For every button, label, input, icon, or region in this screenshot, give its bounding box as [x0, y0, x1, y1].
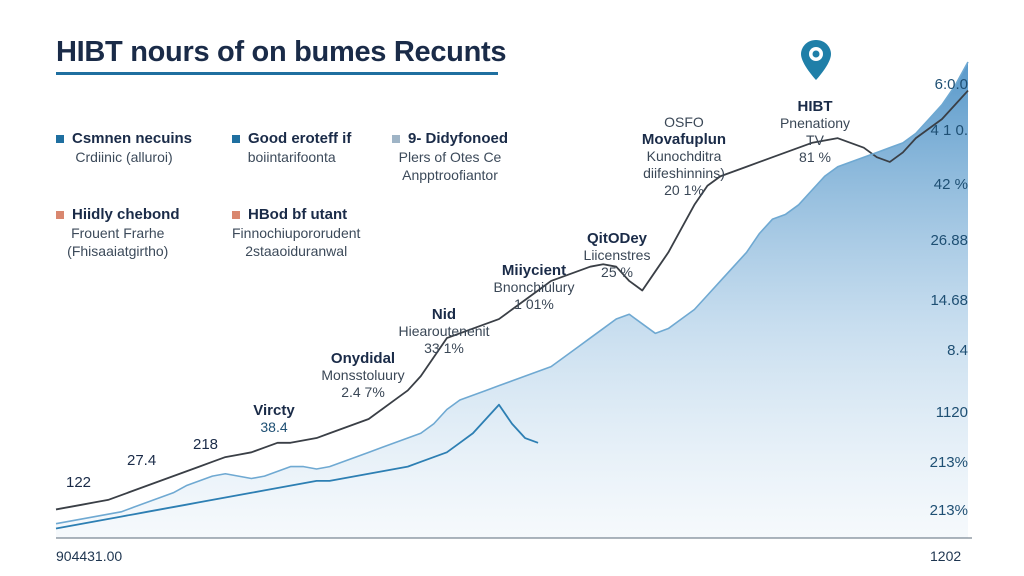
annotation-value: 2.4 7%	[341, 384, 385, 400]
annotation: Nid Hiearoutenenit 33 1%	[386, 306, 502, 357]
annotation-title: Vircty	[253, 402, 295, 419]
annotation-value: 1 01%	[514, 296, 554, 312]
annotation: QitODey Liicenstres 25 %	[572, 230, 662, 281]
legend-sub: Frouent Frarhe	[71, 225, 165, 241]
y-tick-label: 4 1 0.	[930, 122, 968, 139]
chart-title: HIBT nours of on bumes Recunts	[56, 36, 507, 68]
annotation-sub: Monsstoluury	[321, 367, 405, 383]
legend-entry-4: Hiidly chebond Frouent Frarhe (Fhisaaiat…	[56, 206, 180, 260]
annotation-title: Movafuplun	[641, 131, 727, 148]
annotation-title: Nid	[431, 306, 457, 323]
legend-swatch	[232, 211, 240, 219]
legend-swatch	[56, 135, 64, 143]
legend-entry-2: Good eroteff if boiintarifoonta	[232, 130, 351, 166]
series-line-area-top	[55, 61, 969, 525]
y-tick-label: 8.4	[947, 342, 968, 359]
map-pin-icon	[801, 40, 831, 80]
legend-label: Hiidly chebond	[72, 206, 180, 223]
legend-swatch	[392, 135, 400, 143]
series-line-upper-line	[55, 89, 969, 511]
annotation-title: HIBT	[797, 98, 833, 115]
annotation-sub: Bnonchiulury	[493, 279, 575, 295]
legend-label: Csmnen necuins	[72, 130, 193, 147]
annotation: Vircty 38.4	[244, 402, 304, 436]
series-line-lower-line	[55, 403, 539, 530]
annotation-sub: Liicenstres	[583, 247, 651, 263]
y-tick-label: 213%	[929, 502, 968, 519]
legend-label: Good eroteff if	[248, 130, 352, 147]
legend-entry-3: 9- Didyfonoed Plers of Otes Ce Anpptroof…	[392, 130, 508, 184]
legend-sub: Crdiinic (alluroi)	[75, 149, 173, 165]
legend-sub: boiintarifoonta	[247, 149, 336, 165]
annotation-value: 20 1%	[664, 182, 704, 198]
point-label: 218	[193, 436, 219, 453]
annotation-title: Onydidal	[330, 350, 396, 367]
legend-label: HBod bf utant	[248, 206, 348, 223]
x-tick-label: 1202	[930, 548, 962, 564]
title-underline	[56, 72, 498, 75]
y-tick-label: 6:0.0	[934, 76, 968, 93]
annotation-value: 38.4	[260, 419, 288, 435]
annotation-sub: Hiearoutenenit	[398, 323, 490, 339]
annotation: Onydidal Monsstoluury 2.4 7%	[308, 350, 418, 401]
point-label: 27.4	[127, 452, 157, 469]
y-tick-label: 26.88	[930, 232, 968, 249]
annotation-value: 33 1%	[424, 340, 464, 356]
legend-sub: Finnochiupororudent	[232, 225, 361, 241]
annotation-sub: Pnenationy	[779, 115, 851, 131]
annotation-sub: Kunochditra	[646, 148, 722, 164]
annotation-value: 81 %	[799, 149, 831, 165]
annotation-value: 25 %	[601, 264, 633, 280]
annotation-pre: OSFO	[664, 114, 704, 130]
legend-swatch	[56, 211, 64, 219]
annotation-title: QitODey	[586, 230, 647, 247]
annotation-sub: diifeshinnins)	[643, 165, 725, 181]
y-tick-label: 213%	[929, 454, 968, 471]
legend-swatch	[232, 135, 240, 143]
area-fill	[56, 62, 968, 538]
annotation: Miiycient Bnonchiulury 1 01%	[484, 262, 584, 313]
legend-sub: Anpptroofiantor	[402, 167, 498, 183]
y-tick-label: 14.68	[930, 292, 968, 309]
y-tick-label: 42 %	[933, 176, 968, 193]
annotation: OSFO Movafuplun Kunochditra diifeshinnin…	[626, 114, 742, 199]
annotation-sub: TV	[806, 132, 824, 148]
legend-entry-5: HBod bf utant Finnochiupororudent 2staao…	[232, 206, 360, 260]
legend-sub: (Fhisaaiatgirtho)	[67, 243, 169, 259]
y-tick-label: 1120	[935, 404, 968, 421]
legend-label: 9- Didyfonoed	[408, 130, 508, 147]
legend-sub: Plers of Otes Ce	[398, 149, 502, 165]
annotation: HIBT Pnenationy TV 81 %	[762, 98, 868, 166]
annotation-title: Miiycient	[501, 262, 567, 279]
x-tick-label: 904431.00	[56, 548, 123, 564]
legend-sub: 2staaoiduranwal	[245, 243, 348, 259]
legend-entry-1: Csmnen necuins Crdiinic (alluroi)	[56, 130, 192, 166]
chart-title-wrap: HIBT nours of on bumes Recunts	[56, 36, 506, 69]
point-label: 122	[66, 474, 92, 491]
